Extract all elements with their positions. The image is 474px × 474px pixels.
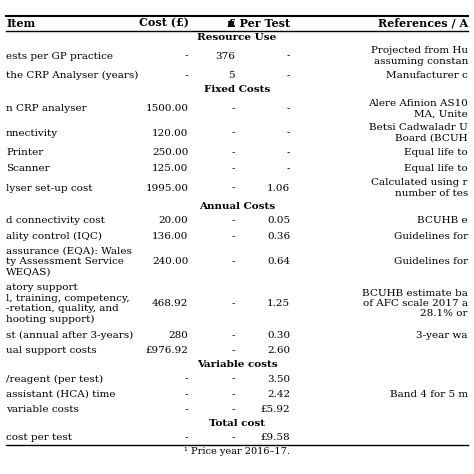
- Text: 1.25: 1.25: [267, 299, 290, 308]
- Text: 1.06: 1.06: [267, 183, 290, 192]
- Text: Equal life to: Equal life to: [404, 164, 468, 173]
- Text: -: -: [231, 183, 235, 192]
- Text: 0.05: 0.05: [267, 217, 290, 226]
- Text: 136.00: 136.00: [152, 232, 189, 241]
- Text: -: -: [231, 299, 235, 308]
- Text: -: -: [231, 433, 235, 442]
- Text: 0.30: 0.30: [267, 331, 290, 340]
- Text: 250.00: 250.00: [152, 148, 189, 157]
- Text: References / A: References / A: [378, 18, 468, 28]
- Text: -: -: [185, 52, 189, 61]
- Text: Betsi Cadwaladr U
Board (BCUH: Betsi Cadwaladr U Board (BCUH: [369, 123, 468, 143]
- Text: Projected from Hu
assuming constan: Projected from Hu assuming constan: [371, 46, 468, 66]
- Text: -: -: [231, 331, 235, 340]
- Text: BCUHB e: BCUHB e: [417, 217, 468, 226]
- Text: /reagent (per test): /reagent (per test): [6, 374, 103, 383]
- Text: Calculated using r
number of tes: Calculated using r number of tes: [372, 178, 468, 198]
- Text: Resource Use: Resource Use: [197, 33, 277, 42]
- Text: nnectivity: nnectivity: [6, 128, 58, 137]
- Text: Guidelines for: Guidelines for: [394, 257, 468, 266]
- Text: -: -: [231, 346, 235, 356]
- Text: £9.58: £9.58: [260, 433, 290, 442]
- Text: -: -: [287, 104, 290, 113]
- Text: ests per GP practice: ests per GP practice: [6, 52, 113, 61]
- Text: 240.00: 240.00: [152, 257, 189, 266]
- Text: Guidelines for: Guidelines for: [394, 232, 468, 241]
- Text: £976.92: £976.92: [146, 346, 189, 356]
- Text: Scanner: Scanner: [6, 164, 50, 173]
- Text: 280: 280: [169, 331, 189, 340]
- Text: 1500.00: 1500.00: [146, 104, 189, 113]
- Text: -: -: [231, 128, 235, 137]
- Text: 120.00: 120.00: [152, 128, 189, 137]
- Text: -: -: [231, 164, 235, 173]
- Text: Item: Item: [6, 18, 36, 28]
- Text: -: -: [185, 374, 189, 383]
- Text: 3-year wa: 3-year wa: [416, 331, 468, 340]
- Text: the CRP Analyser (years): the CRP Analyser (years): [6, 71, 138, 81]
- Text: 468.92: 468.92: [152, 299, 189, 308]
- Text: Band 4 for 5 m: Band 4 for 5 m: [390, 390, 468, 399]
- Text: cost per test: cost per test: [6, 433, 72, 442]
- Text: n: n: [227, 18, 235, 28]
- Text: Cost (£): Cost (£): [138, 18, 189, 28]
- Text: -: -: [231, 257, 235, 266]
- Text: d connectivity cost: d connectivity cost: [6, 217, 105, 226]
- Text: -: -: [231, 390, 235, 399]
- Text: -: -: [287, 52, 290, 61]
- Text: 20.00: 20.00: [159, 217, 189, 226]
- Text: Manufacturer c: Manufacturer c: [386, 72, 468, 81]
- Text: ality control (IQC): ality control (IQC): [6, 232, 102, 241]
- Text: -: -: [185, 72, 189, 81]
- Text: n CRP analyser: n CRP analyser: [6, 104, 87, 113]
- Text: 5: 5: [228, 72, 235, 81]
- Text: -: -: [185, 390, 189, 399]
- Text: -: -: [287, 72, 290, 81]
- Text: Equal life to: Equal life to: [404, 148, 468, 157]
- Text: 0.36: 0.36: [267, 232, 290, 241]
- Text: atory support
l, training, competency,
-retation, quality, and
hooting support): atory support l, training, competency, -…: [6, 283, 130, 324]
- Text: -: -: [185, 405, 189, 414]
- Text: Variable costs: Variable costs: [197, 360, 277, 369]
- Text: -: -: [287, 128, 290, 137]
- Text: st (annual after 3-years): st (annual after 3-years): [6, 331, 133, 340]
- Text: BCUHB estimate ba
of AFC scale 2017 a
28.1% or: BCUHB estimate ba of AFC scale 2017 a 28…: [362, 289, 468, 319]
- Text: -: -: [231, 232, 235, 241]
- Text: 125.00: 125.00: [152, 164, 189, 173]
- Text: 1995.00: 1995.00: [146, 183, 189, 192]
- Text: -: -: [185, 433, 189, 442]
- Text: Annual Costs: Annual Costs: [199, 202, 275, 211]
- Text: lyser set-up cost: lyser set-up cost: [6, 183, 92, 192]
- Text: -: -: [231, 374, 235, 383]
- Text: -: -: [231, 405, 235, 414]
- Text: -: -: [287, 164, 290, 173]
- Text: -: -: [287, 148, 290, 157]
- Text: -: -: [231, 217, 235, 226]
- Text: -: -: [231, 148, 235, 157]
- Text: 376: 376: [215, 52, 235, 61]
- Text: 0.64: 0.64: [267, 257, 290, 266]
- Text: 2.42: 2.42: [267, 390, 290, 399]
- Text: £ Per Test: £ Per Test: [228, 18, 290, 28]
- Text: 3.50: 3.50: [267, 374, 290, 383]
- Text: Total cost: Total cost: [209, 419, 265, 428]
- Text: ual support costs: ual support costs: [6, 346, 97, 356]
- Text: Printer: Printer: [6, 148, 43, 157]
- Text: Fixed Costs: Fixed Costs: [204, 85, 270, 94]
- Text: assurance (EQA): Wales
ty Assessment Service
WEQAS): assurance (EQA): Wales ty Assessment Ser…: [6, 246, 132, 276]
- Text: ¹ Price year 2016–17.: ¹ Price year 2016–17.: [184, 447, 290, 456]
- Text: Alere Afinion AS10
MA, Unite: Alere Afinion AS10 MA, Unite: [368, 99, 468, 118]
- Text: £5.92: £5.92: [260, 405, 290, 414]
- Text: variable costs: variable costs: [6, 405, 79, 414]
- Text: assistant (HCA) time: assistant (HCA) time: [6, 390, 116, 399]
- Text: 2.60: 2.60: [267, 346, 290, 356]
- Text: -: -: [231, 104, 235, 113]
